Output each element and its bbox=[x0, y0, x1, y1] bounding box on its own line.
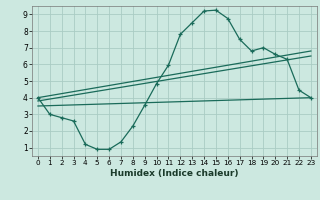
X-axis label: Humidex (Indice chaleur): Humidex (Indice chaleur) bbox=[110, 169, 239, 178]
